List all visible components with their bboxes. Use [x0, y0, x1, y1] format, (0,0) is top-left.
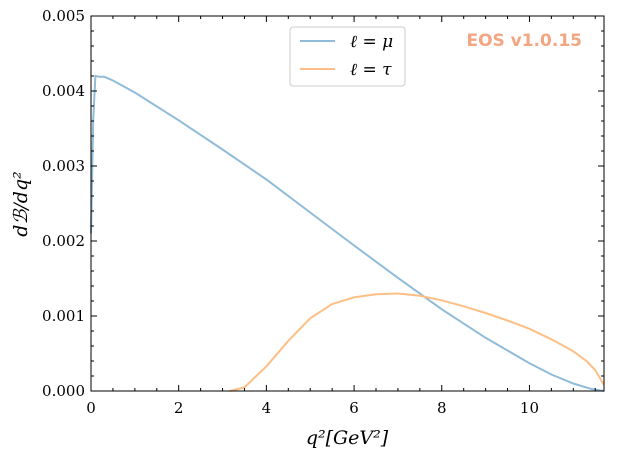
- y-tick-label: 0.004: [42, 82, 85, 100]
- series-line-tau: [229, 292, 605, 392]
- x-tick-label: 8: [437, 399, 447, 417]
- y-tick-label: 0.000: [42, 382, 85, 400]
- x-tick-label: 6: [349, 399, 359, 417]
- y-axis-label: dℬ/dq²: [10, 171, 32, 236]
- plot-lines: [90, 74, 605, 392]
- y-tick-label: 0.002: [42, 232, 85, 250]
- series-line-mu: [90, 74, 605, 392]
- x-tick-label: 2: [174, 399, 184, 417]
- x-tick-label: 0: [86, 399, 96, 417]
- y-tick-label: 0.001: [42, 307, 85, 325]
- legend: ℓ = μ ℓ = τ: [289, 26, 406, 87]
- legend-label-tau: ℓ = τ: [350, 60, 392, 80]
- axis-ticks: 0 2 4 6 8 10 0.000 0.001 0.002 0.003 0.004 0.005: [42, 7, 604, 417]
- y-tick-label: 0.005: [42, 7, 85, 25]
- x-tick-label: 4: [262, 399, 272, 417]
- x-axis-label: q²[GeV²]: [306, 427, 389, 449]
- legend-label-mu: ℓ = μ: [350, 32, 393, 52]
- x-tick-label: 10: [520, 399, 539, 417]
- y-tick-label: 0.003: [42, 157, 85, 175]
- plot-frame: [90, 15, 605, 392]
- eos-watermark: EOS v1.0.15: [466, 31, 582, 51]
